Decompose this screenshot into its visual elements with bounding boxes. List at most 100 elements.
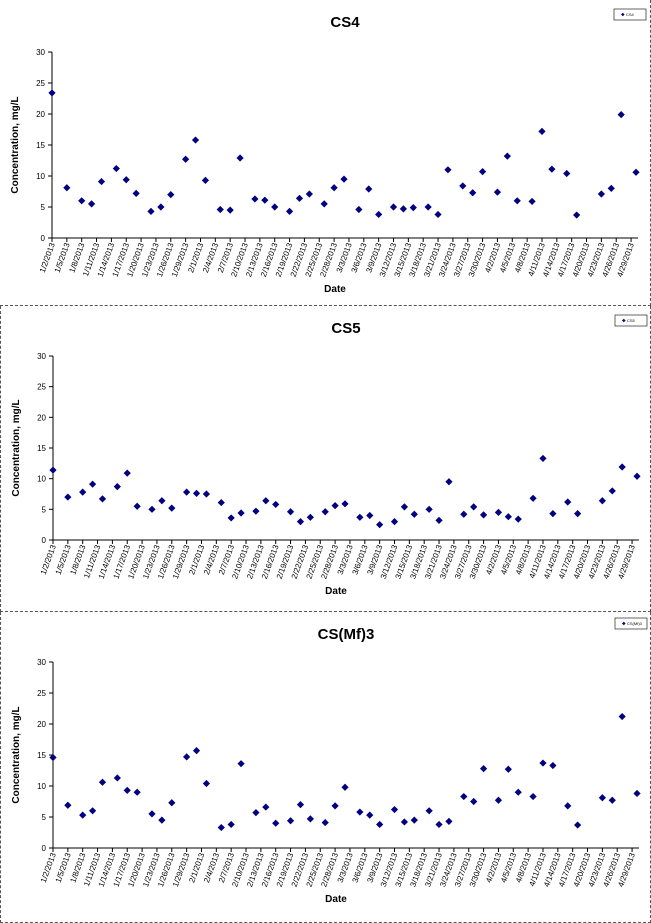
chart-title: CS4 [330, 14, 360, 31]
data-point [400, 503, 409, 511]
scatter-chart-csmf3: CS(Mf)3CS(Mf)30510152025301/2/20131/5/20… [11, 617, 648, 905]
data-point [63, 184, 71, 192]
data-point [285, 207, 294, 215]
data-point [133, 788, 141, 796]
data-point [305, 190, 313, 198]
data-point [355, 205, 363, 214]
data-point [528, 197, 536, 206]
data-point [469, 189, 477, 197]
data-point [167, 191, 175, 199]
y-tick-label: 5 [42, 505, 47, 514]
data-point [122, 176, 130, 184]
data-point [410, 816, 418, 824]
data-point [356, 808, 364, 816]
data-point [504, 765, 512, 773]
legend: CS4 [613, 8, 647, 21]
y-tick-label: 15 [37, 444, 46, 453]
data-point [435, 516, 443, 524]
data-point [216, 205, 224, 214]
data-point [633, 789, 641, 798]
data-point [425, 505, 433, 513]
data-point [513, 197, 521, 205]
data-point [49, 466, 57, 474]
chart-panel-cs5: CS5 CS5 0 5 10 15 20 25 30 1/2/2013 1/5/2013 1/8/20… [0, 306, 651, 612]
data-point [123, 469, 131, 477]
data-point [479, 511, 488, 519]
data-point [549, 761, 557, 770]
legend-marker [622, 621, 626, 626]
data-point [331, 502, 339, 510]
legend-label: CS4 [626, 12, 635, 17]
data-point [494, 508, 503, 516]
data-point [470, 797, 478, 806]
x-axis-label: Date [325, 586, 347, 597]
data-point [158, 497, 166, 505]
scatter-chart-cs4: CS4 CS40510152025301/2/20131/5/20131/8/20… [10, 8, 647, 295]
data-point [306, 513, 314, 521]
y-tick-label: 0 [41, 234, 46, 243]
data-point [227, 514, 235, 522]
data-point [365, 185, 373, 193]
data-point [295, 194, 304, 202]
data-point [123, 786, 131, 794]
chart-title: CS5 [331, 320, 360, 337]
data-point [400, 818, 409, 826]
data-point [331, 802, 339, 810]
data-point [435, 820, 443, 829]
data-point [399, 205, 408, 213]
data-point [286, 817, 295, 825]
y-axis-label: Concentration, mg/L [10, 96, 21, 193]
data-point [539, 759, 547, 767]
data-point [514, 788, 522, 796]
data-point [410, 510, 418, 518]
y-tick-label: 10 [37, 475, 46, 484]
data-point [549, 510, 557, 518]
data-point [460, 792, 468, 801]
data-point [217, 498, 225, 507]
data-point [366, 511, 374, 520]
legend: CS5 [614, 314, 648, 327]
data-point [98, 495, 107, 503]
legend-marker [621, 12, 625, 17]
data-point [286, 508, 295, 516]
data-point [389, 203, 398, 211]
data-point [87, 200, 96, 208]
data-point [340, 175, 348, 183]
data-point [183, 488, 191, 496]
data-point [112, 164, 120, 173]
data-point [192, 489, 201, 497]
y-tick-label: 30 [36, 48, 45, 57]
data-point [201, 176, 210, 184]
data-point [272, 819, 280, 827]
data-point [148, 810, 156, 818]
y-tick-label: 25 [36, 79, 45, 88]
data-point [168, 504, 176, 512]
chart-panel-csmf3: CS(Mf)3 CS(Mf)3 0 5 10 15 20 25 30 1/2/2013 1/5/20… [0, 612, 651, 923]
data-point [573, 211, 581, 219]
data-point [375, 210, 383, 219]
data-point [494, 796, 503, 804]
data-point [237, 760, 245, 768]
data-point [113, 483, 121, 491]
y-tick-label: 15 [37, 751, 46, 760]
data-point [366, 811, 374, 819]
data-point [459, 182, 467, 190]
data-point [133, 502, 141, 510]
data-point [132, 189, 140, 197]
data-point [608, 796, 616, 804]
data-point [470, 503, 478, 511]
data-point [158, 816, 166, 824]
data-point [563, 169, 571, 178]
data-point [296, 518, 305, 526]
data-point [330, 184, 338, 192]
data-point [168, 799, 176, 807]
data-point [503, 152, 511, 160]
y-tick-label: 25 [37, 383, 46, 392]
data-point [251, 195, 259, 203]
data-point [98, 778, 107, 786]
data-point [548, 165, 556, 173]
data-point [376, 521, 384, 529]
chart-title: CS(Mf)3 [318, 626, 375, 643]
data-point [148, 505, 156, 513]
data-point [390, 805, 399, 814]
